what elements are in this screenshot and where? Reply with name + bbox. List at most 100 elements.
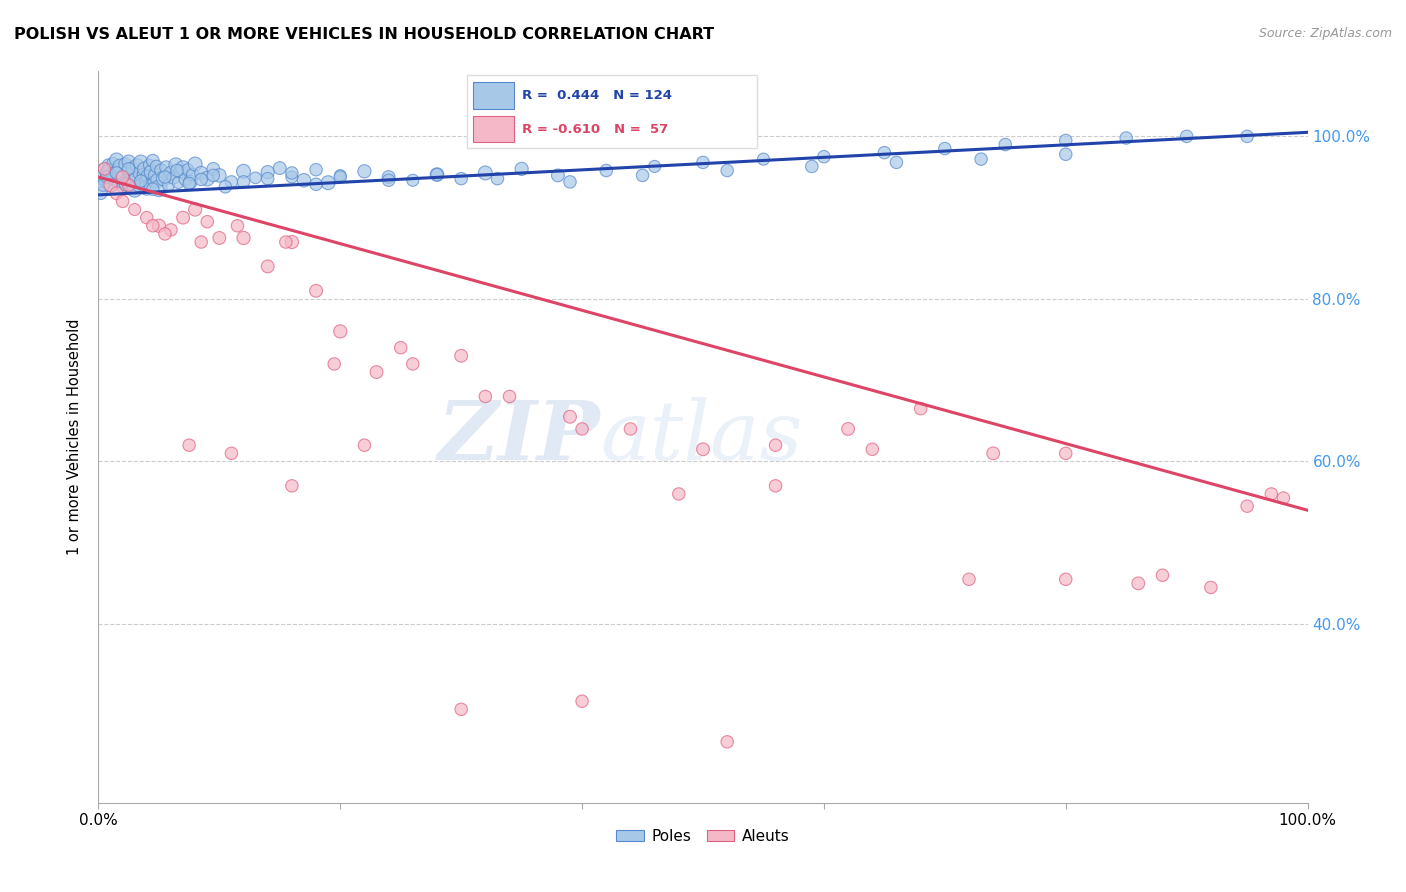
Point [323,357,346,371]
Point [90,186,112,201]
Point [274,235,297,249]
Point [167,176,190,190]
Point [98,163,121,178]
Point [366,365,388,379]
Point [486,171,509,186]
Point [142,182,165,196]
Point [105,166,128,180]
Point [91,169,114,184]
Point [118,178,141,193]
Point [474,166,496,180]
Point [1272,491,1295,505]
Point [103,171,125,186]
Point [389,341,412,355]
Point [1115,131,1137,145]
Point [153,227,176,241]
Point [143,169,166,183]
Point [450,171,472,186]
Point [177,162,200,177]
Point [765,479,787,493]
Point [128,166,150,180]
Point [813,150,835,164]
Point [202,161,225,176]
Point [571,422,593,436]
Point [91,178,114,193]
Point [179,175,201,189]
Point [129,174,152,188]
Point [138,158,160,172]
Point [800,160,823,174]
Point [208,169,231,183]
Point [97,158,120,172]
Point [426,168,449,182]
Point [450,702,472,716]
Point [970,152,993,166]
Point [160,223,183,237]
Point [1236,499,1258,513]
Point [127,178,149,193]
Point [127,159,149,173]
Point [631,169,654,183]
Point [595,163,617,178]
Point [245,170,267,185]
Point [571,694,593,708]
Point [143,175,166,189]
Point [292,173,315,187]
Point [426,168,449,182]
Point [141,165,163,179]
Point [157,178,180,193]
Point [316,176,339,190]
Point [232,175,254,189]
Point [221,446,243,460]
Point [101,156,124,170]
Point [135,211,157,225]
Point [129,155,152,169]
Point [104,165,127,179]
Point [752,152,775,166]
Point [135,180,157,194]
Point [1175,129,1198,144]
Point [172,161,194,175]
Point [184,157,207,171]
Point [124,202,146,217]
Point [114,157,136,171]
Point [202,169,225,183]
Point [100,178,122,193]
Point [510,161,533,176]
Point [981,446,1004,460]
Point [108,160,131,174]
Point [232,164,254,178]
Point [281,166,304,180]
Point [100,177,122,191]
Point [190,166,212,180]
Point [152,171,174,186]
Point [886,155,908,169]
Point [184,202,207,217]
Point [450,349,472,363]
Point [1236,129,1258,144]
Point [619,422,641,436]
Point [221,175,243,189]
Point [402,357,425,371]
Point [153,169,176,184]
Point [150,163,173,178]
Point [118,161,141,176]
Point [281,169,304,184]
Text: ZIP: ZIP [437,397,600,477]
Point [837,422,859,436]
Point [377,169,399,184]
Point [765,438,787,452]
Point [165,158,187,172]
Point [107,175,129,189]
Point [124,182,146,196]
Point [122,173,145,187]
Point [269,161,291,175]
Point [716,735,738,749]
Point [115,178,138,192]
Point [329,169,352,184]
Point [329,325,352,339]
Point [148,181,170,195]
Point [100,168,122,182]
Point [166,163,188,178]
Point [474,389,496,403]
